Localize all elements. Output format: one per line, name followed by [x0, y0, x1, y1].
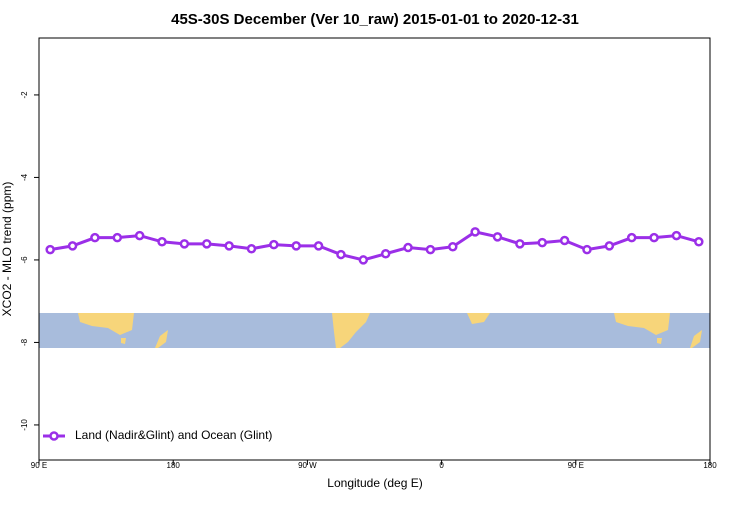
point: [157, 237, 167, 247]
x-tick-label: 0: [439, 461, 444, 470]
legend-label: Land (Nadir&Glint) and Ocean (Glint): [75, 428, 272, 442]
point: [224, 241, 234, 251]
point: [470, 227, 480, 237]
land-shapes: [78, 313, 702, 348]
point: [649, 232, 659, 243]
point: [202, 239, 212, 249]
point: [246, 244, 257, 254]
y-tick-label: -4: [20, 173, 29, 181]
point: [45, 244, 55, 255]
point: [380, 248, 391, 259]
legend-marker: [49, 431, 59, 441]
point: [403, 242, 413, 253]
point: [313, 241, 324, 251]
y-tick-label: -8: [20, 338, 29, 346]
y-axis-label: XCO2 - MLO trend (ppm): [0, 182, 14, 317]
point: [269, 239, 279, 250]
point: [582, 244, 592, 255]
y-tick-label: -10: [20, 419, 29, 431]
point: [336, 249, 346, 260]
x-tick-label: 90 W: [298, 461, 317, 470]
point: [537, 237, 547, 248]
x-axis-label: Longitude (deg E): [327, 476, 422, 490]
point: [604, 241, 615, 251]
point: [671, 230, 682, 241]
point: [67, 241, 78, 251]
plot-frame: [38, 37, 711, 461]
x-tick-label: 90 E: [568, 461, 584, 470]
point: [448, 241, 458, 252]
point: [90, 232, 100, 243]
series-line: [49, 230, 700, 262]
point: [694, 237, 704, 247]
x-tick-label: 180: [703, 461, 717, 470]
point: [179, 239, 190, 249]
point: [626, 232, 637, 243]
point: [358, 255, 369, 265]
point: [492, 232, 503, 242]
point: [134, 230, 145, 241]
point: [112, 232, 123, 243]
x-tick-label: 180: [167, 461, 181, 470]
map-background: [39, 313, 710, 348]
y-tick-label: -6: [20, 256, 29, 264]
point: [291, 241, 301, 251]
point: [559, 235, 570, 246]
point: [425, 244, 436, 255]
y-tick-label: -2: [20, 91, 29, 99]
x-tick-label: 90 E: [31, 461, 47, 470]
point: [515, 239, 525, 249]
chart-title: 45S-30S December (Ver 10_raw) 2015-01-01…: [171, 11, 579, 28]
